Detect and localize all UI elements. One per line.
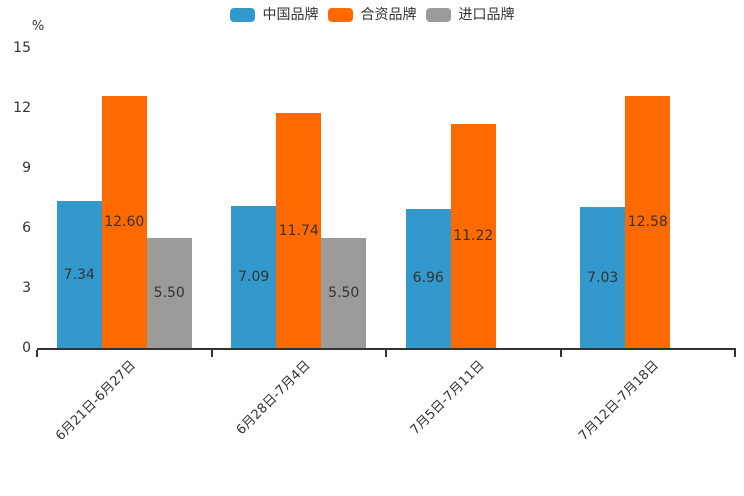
legend-label: 中国品牌 — [262, 7, 319, 23]
legend-label: 进口品牌 — [458, 7, 515, 23]
y-tick-label: 6 — [22, 220, 31, 236]
bar-s0-c0 — [56, 201, 102, 348]
legend-item-2[interactable]: 进口品牌 — [425, 7, 515, 23]
bar-value-label: 12.60 — [104, 214, 145, 230]
y-tick-label: 12 — [13, 100, 31, 116]
x-axis-tick — [385, 350, 387, 357]
bar-value-label: 7.34 — [63, 266, 95, 283]
y-axis-unit-label: % — [31, 19, 45, 34]
y-tick-label: 9 — [22, 160, 31, 176]
x-axis-line — [37, 348, 736, 350]
bar-s1-c0 — [101, 96, 147, 348]
bar-s1-c2 — [450, 123, 496, 348]
bar-value-label: 5.50 — [153, 285, 185, 301]
x-axis-label: 6月21日-6月27日 — [53, 358, 139, 444]
bar-value-label: 5.50 — [328, 285, 360, 301]
bar-s1-c1 — [276, 113, 322, 348]
bar-s0-c2 — [405, 208, 451, 348]
legend-swatch-icon — [229, 8, 255, 22]
legend-item-1[interactable]: 合资品牌 — [327, 7, 417, 23]
y-tick-label: 0 — [22, 340, 31, 356]
bar-s0-c3 — [580, 207, 626, 348]
y-tick-label: 3 — [22, 280, 31, 296]
legend: 中国品牌 合资品牌 进口品牌 — [0, 8, 744, 22]
bar-value-label: 11.22 — [453, 227, 494, 244]
bar-s2-c1 — [321, 238, 367, 348]
bar-value-label: 6.96 — [412, 270, 444, 287]
x-axis-tick — [559, 350, 562, 357]
legend-label: 合资品牌 — [360, 7, 417, 23]
bar-value-label: 11.74 — [278, 222, 319, 239]
legend-item-0[interactable]: 中国品牌 — [229, 7, 319, 23]
x-axis-tick — [210, 350, 213, 357]
bar-value-label: 7.03 — [587, 269, 619, 286]
bar-s2-c0 — [146, 238, 192, 348]
bar-s1-c3 — [625, 96, 671, 348]
bar-s0-c1 — [231, 206, 277, 348]
x-axis-tick — [36, 350, 38, 357]
legend-swatch-icon — [425, 8, 451, 22]
y-tick-label: 15 — [13, 40, 31, 56]
bar-value-label: 12.58 — [627, 214, 668, 231]
bar-value-label: 7.09 — [238, 269, 270, 286]
x-axis-label: 6月28日-7月4日 — [233, 358, 314, 438]
x-axis-label: 7月5日-7月11日 — [407, 358, 488, 438]
x-axis-label: 7月12日-7月18日 — [576, 358, 663, 444]
legend-swatch-icon — [327, 8, 353, 22]
x-axis-tick — [734, 350, 736, 357]
